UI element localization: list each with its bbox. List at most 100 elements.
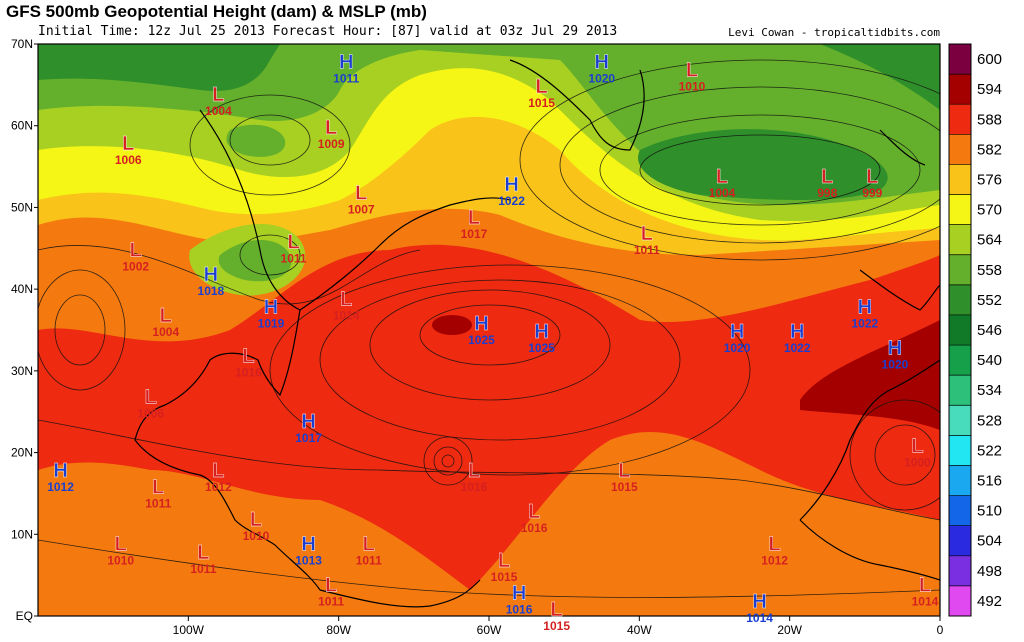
colorbar-swatch <box>949 555 971 587</box>
colorbar-label: 510 <box>977 503 1002 520</box>
high-letter: H <box>858 297 872 319</box>
low-letter: L <box>152 476 164 498</box>
height-field <box>38 44 940 616</box>
high-letter: H <box>339 52 353 74</box>
colorbar-swatch <box>949 314 971 346</box>
pressure-value: 1014 <box>912 594 939 608</box>
colorbar-swatch <box>949 405 971 436</box>
low-letter: L <box>122 133 134 155</box>
lat-label: EQ <box>16 609 33 623</box>
lon-label: 100W <box>173 623 205 637</box>
low-letter: L <box>197 542 209 564</box>
pressure-value: 1015 <box>611 480 638 494</box>
pressure-value: 1012 <box>205 480 232 494</box>
low-letter: L <box>536 76 548 98</box>
lon-label: 40W <box>627 623 652 637</box>
pressure-value: 1015 <box>528 96 555 110</box>
colorbar-label: 492 <box>977 593 1002 610</box>
colorbar-label: 516 <box>977 473 1002 490</box>
low-letter: L <box>821 166 833 188</box>
pressure-value: 1020 <box>724 341 751 355</box>
high-letter: H <box>730 321 744 343</box>
colorbar-label: 504 <box>977 533 1002 550</box>
credit-text: Levi Cowan - tropicaltidbits.com <box>728 26 940 39</box>
colorbar-label: 522 <box>977 442 1002 459</box>
colorbar-swatch <box>949 104 971 135</box>
pressure-value: 1006 <box>137 407 164 421</box>
high-letter: H <box>301 534 315 556</box>
lon-label: 0 <box>937 623 944 637</box>
pressure-value: 1006 <box>115 153 142 167</box>
pressure-value: 1004 <box>709 186 736 200</box>
longitude-labels: 100W 80W 60W 40W 20W 0 <box>173 616 944 637</box>
pressure-value: 1017 <box>461 227 488 241</box>
colorbar-swatch <box>949 284 971 316</box>
low-letter: L <box>212 460 224 482</box>
lat-label: 40N <box>11 282 33 296</box>
low-letter: L <box>212 84 224 106</box>
high-letter: H <box>53 460 67 482</box>
colorbar-label: 540 <box>977 352 1002 369</box>
pressure-value: 1010 <box>243 529 270 543</box>
pressure-value: 1004 <box>152 325 179 339</box>
high-letter: H <box>474 313 488 335</box>
pressure-value: 1017 <box>295 431 322 445</box>
colorbar-label: 570 <box>977 202 1002 219</box>
pressure-value: 1011 <box>333 72 359 86</box>
pressure-value: 1016 <box>506 603 533 617</box>
pressure-value: 1018 <box>198 284 225 298</box>
low-letter: L <box>160 305 172 327</box>
pressure-value: 1004 <box>205 104 232 118</box>
pressure-value: 1000 <box>904 456 931 470</box>
colorbar-label: 594 <box>977 81 1002 98</box>
lon-label: 60W <box>477 623 502 637</box>
low-letter: L <box>618 460 630 482</box>
isobars <box>38 59 940 598</box>
high-letter: H <box>888 338 902 360</box>
high-letter: H <box>264 297 278 319</box>
low-letter: L <box>325 117 337 139</box>
pressure-value: 1022 <box>851 317 878 331</box>
colorbar-label: 582 <box>977 141 1002 158</box>
pressure-value: 1011 <box>634 243 660 257</box>
lat-label: 50N <box>11 200 33 214</box>
pressure-value: 1007 <box>348 202 375 216</box>
low-letter: L <box>145 387 157 409</box>
pressure-value: 1002 <box>122 259 149 273</box>
low-letter: L <box>911 436 923 458</box>
pressure-value: 1015 <box>491 570 518 584</box>
colorbar-label: 564 <box>977 232 1002 249</box>
colorbar-label: 558 <box>977 262 1002 279</box>
colorbar-swatch <box>949 495 971 527</box>
pressure-value: 1012 <box>761 554 788 568</box>
pressure-value: 1025 <box>528 341 555 355</box>
pressure-value: 1011 <box>145 496 171 510</box>
latitude-labels: 70N 60N 50N 40N 30N 20N 10N EQ <box>11 37 38 623</box>
map-title: GFS 500mb Geopotential Height (dam) & MS… <box>6 2 427 21</box>
